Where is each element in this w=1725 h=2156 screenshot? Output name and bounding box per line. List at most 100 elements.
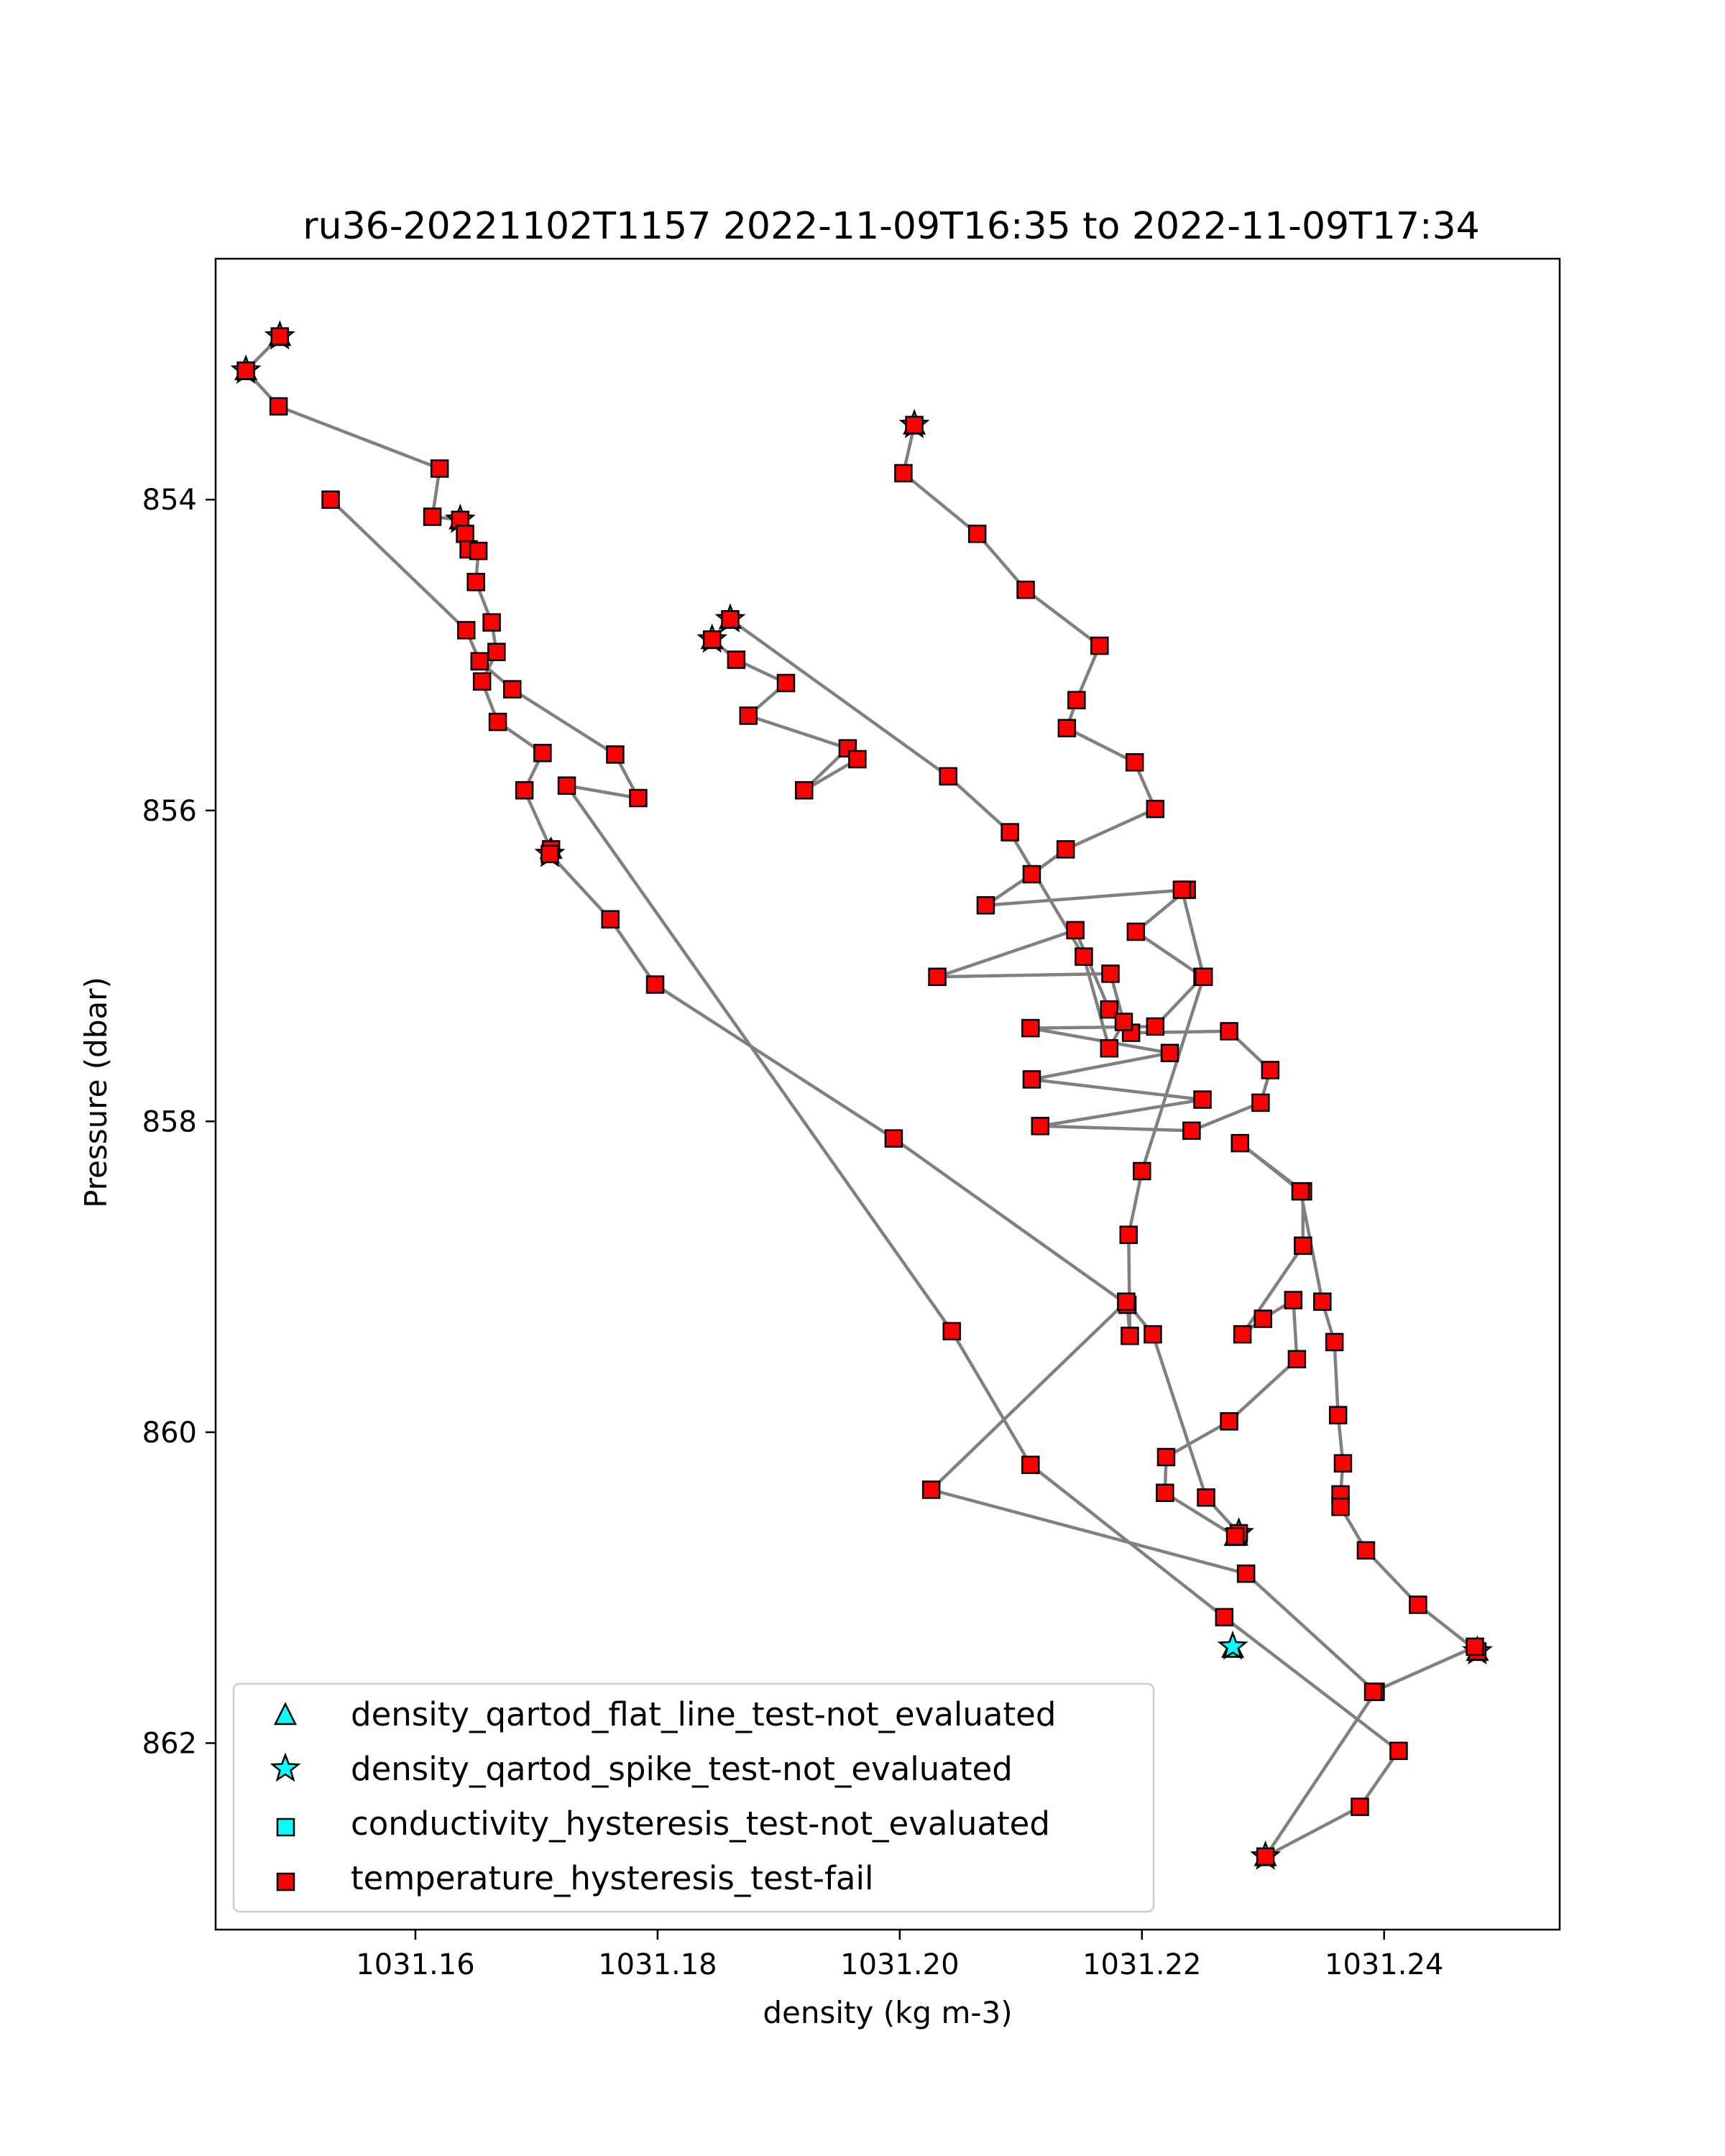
temperature-hysteresis-fail-marker xyxy=(1193,1090,1212,1109)
legend-label-conductivity: conductivity_hysteresis_test-not_evaluat… xyxy=(351,1805,1050,1843)
temperature-hysteresis-fail-marker xyxy=(236,361,255,380)
y-tick-label: 860 xyxy=(142,1416,197,1450)
temperature-hysteresis-fail-marker xyxy=(1220,1412,1238,1431)
x-tick-label: 1031.16 xyxy=(356,1948,474,1981)
temperature-hysteresis-fail-marker xyxy=(967,525,987,543)
temperature-hysteresis-fail-marker xyxy=(606,745,625,764)
temperature-hysteresis-fail-marker xyxy=(1225,1527,1245,1546)
x-axis-ticks: 1031.16 1031.18 1031.20 1031.22 1031.24 xyxy=(356,1930,1443,1981)
temperature-hysteresis-fail-marker xyxy=(1021,1018,1040,1038)
temperature-hysteresis-fail-marker xyxy=(1389,1741,1408,1761)
temperature-hysteresis-fail-marker xyxy=(702,630,722,649)
temperature-hysteresis-fail-marker xyxy=(1021,1455,1040,1475)
temperature-hysteresis-fail-marker xyxy=(466,573,485,591)
temperature-hysteresis-fail-marker xyxy=(1333,1454,1353,1473)
temperature-hysteresis-fail-marker xyxy=(1466,1637,1484,1657)
temperature-hysteresis-fail-marker xyxy=(1121,1327,1139,1345)
temperature-hysteresis-fail-marker xyxy=(1133,1161,1151,1181)
temperature-hysteresis-fail-marker xyxy=(1160,1044,1179,1062)
temperature-hysteresis-fail-marker xyxy=(1146,1017,1165,1036)
temperature-hysteresis-fail-marker xyxy=(1031,1117,1050,1135)
temperature-hysteresis-fail-marker xyxy=(533,744,552,763)
temperature-hysteresis-fail-marker xyxy=(1101,964,1120,983)
legend-label-spike: density_qartod_spike_test-not_evaluated xyxy=(351,1750,1013,1788)
temperature-hysteresis-fail-marker xyxy=(1100,1038,1119,1058)
temperature-hysteresis-fail-marker xyxy=(905,415,924,435)
y-axis-ticks: 854 856 858 860 862 xyxy=(142,484,216,1760)
legend-marker-conductivity xyxy=(276,1818,295,1837)
temperature-hysteresis-fail-marker xyxy=(1287,1350,1307,1369)
x-tick-label: 1031.22 xyxy=(1082,1948,1201,1981)
temperature-hysteresis-fail-marker xyxy=(482,613,501,632)
temperature-hysteresis-fail-marker xyxy=(1144,1325,1162,1344)
temperature-hysteresis-fail-marker xyxy=(1197,1488,1215,1507)
temperature-hysteresis-fail-marker xyxy=(1119,1225,1138,1244)
temperature-hysteresis-fail-marker xyxy=(540,844,559,864)
temperature-hysteresis-fail-marker xyxy=(1022,1070,1041,1089)
temperature-hysteresis-fail-marker xyxy=(1016,580,1035,599)
temperature-hysteresis-fail-marker xyxy=(423,507,442,526)
temperature-hysteresis-fail-marker xyxy=(1325,1332,1344,1352)
legend-label-flat-line: density_qartod_flat_line_test-not_evalua… xyxy=(351,1695,1056,1733)
temperature-hysteresis-fail-marker xyxy=(1291,1181,1310,1201)
temperature-hysteresis-fail-marker xyxy=(1220,1022,1238,1041)
temperature-hysteresis-fail-marker xyxy=(1331,1497,1350,1516)
x-tick-label: 1031.18 xyxy=(598,1948,717,1981)
temperature-hysteresis-fail-marker xyxy=(1000,823,1019,842)
data-markers xyxy=(230,320,1493,1870)
legend-label-temperature: temperature_hysteresis_test-fail xyxy=(351,1859,873,1897)
temperature-hysteresis-fail-marker xyxy=(269,397,288,416)
temperature-hysteresis-fail-marker xyxy=(470,652,489,671)
x-tick-label: 1031.24 xyxy=(1325,1948,1443,1981)
temperature-hysteresis-fail-marker xyxy=(1284,1291,1303,1309)
temperature-hysteresis-fail-marker xyxy=(629,788,648,808)
legend-marker-flat-line xyxy=(273,1702,298,1726)
temperature-hysteresis-fail-marker xyxy=(942,1322,962,1341)
temperature-hysteresis-fail-marker xyxy=(1294,1236,1312,1256)
temperature-hysteresis-fail-marker xyxy=(1409,1595,1427,1614)
temperature-hysteresis-fail-marker xyxy=(1172,880,1192,899)
temperature-hysteresis-fail-marker xyxy=(1100,1000,1119,1019)
temperature-hysteresis-fail-marker xyxy=(1066,921,1085,940)
temperature-hysteresis-fail-marker xyxy=(1356,1541,1376,1560)
temperature-hysteresis-fail-marker xyxy=(1182,1121,1201,1141)
temperature-hysteresis-fail-marker xyxy=(321,490,340,509)
temperature-hysteresis-fail-marker xyxy=(557,776,576,795)
temperature-hysteresis-fail-marker xyxy=(921,1480,941,1499)
temperature-hysteresis-fail-marker xyxy=(1236,1564,1256,1583)
temperature-hysteresis-fail-marker xyxy=(488,712,507,732)
temperature-hysteresis-fail-marker xyxy=(430,459,449,478)
temperature-hysteresis-fail-marker xyxy=(645,975,665,994)
plot-frame xyxy=(214,257,1561,1931)
temperature-hysteresis-fail-marker xyxy=(739,706,758,725)
temperature-hysteresis-fail-marker xyxy=(456,621,476,640)
y-tick-label: 862 xyxy=(142,1727,197,1760)
temperature-hysteresis-fail-marker xyxy=(776,673,796,693)
temperature-hysteresis-fail-marker xyxy=(721,610,740,629)
temperature-hysteresis-fail-marker xyxy=(1194,967,1213,986)
temperature-hysteresis-fail-marker xyxy=(928,967,947,986)
temperature-hysteresis-fail-marker xyxy=(1256,1847,1275,1866)
y-tick-label: 858 xyxy=(142,1105,197,1138)
x-tick-label: 1031.20 xyxy=(840,1948,959,1981)
temperature-hysteresis-fail-marker xyxy=(502,680,522,699)
temperature-hysteresis-fail-marker xyxy=(601,910,620,929)
temperature-hysteresis-fail-marker xyxy=(1233,1325,1252,1344)
temperature-hysteresis-fail-marker xyxy=(1215,1608,1234,1627)
temperature-hysteresis-fail-marker xyxy=(472,672,492,691)
temperature-hysteresis-fail-marker xyxy=(848,750,867,769)
temperature-hysteresis-fail-marker xyxy=(1075,947,1093,966)
temperature-hysteresis-fail-marker xyxy=(456,525,474,543)
temperature-hysteresis-fail-marker xyxy=(1067,691,1086,709)
temperature-hysteresis-fail-marker xyxy=(1254,1309,1273,1328)
temperature-hysteresis-fail-marker xyxy=(894,464,913,483)
legend-box xyxy=(232,1682,1155,1913)
temperature-hysteresis-fail-marker xyxy=(1363,1682,1383,1701)
temperature-hysteresis-fail-marker xyxy=(469,541,488,561)
temperature-hysteresis-fail-marker xyxy=(1125,752,1144,772)
temperature-hysteresis-fail-marker xyxy=(727,650,746,669)
y-tick-label: 856 xyxy=(142,795,197,828)
temperature-hysteresis-fail-marker xyxy=(939,767,957,786)
temperature-hysteresis-fail-marker xyxy=(795,780,814,800)
